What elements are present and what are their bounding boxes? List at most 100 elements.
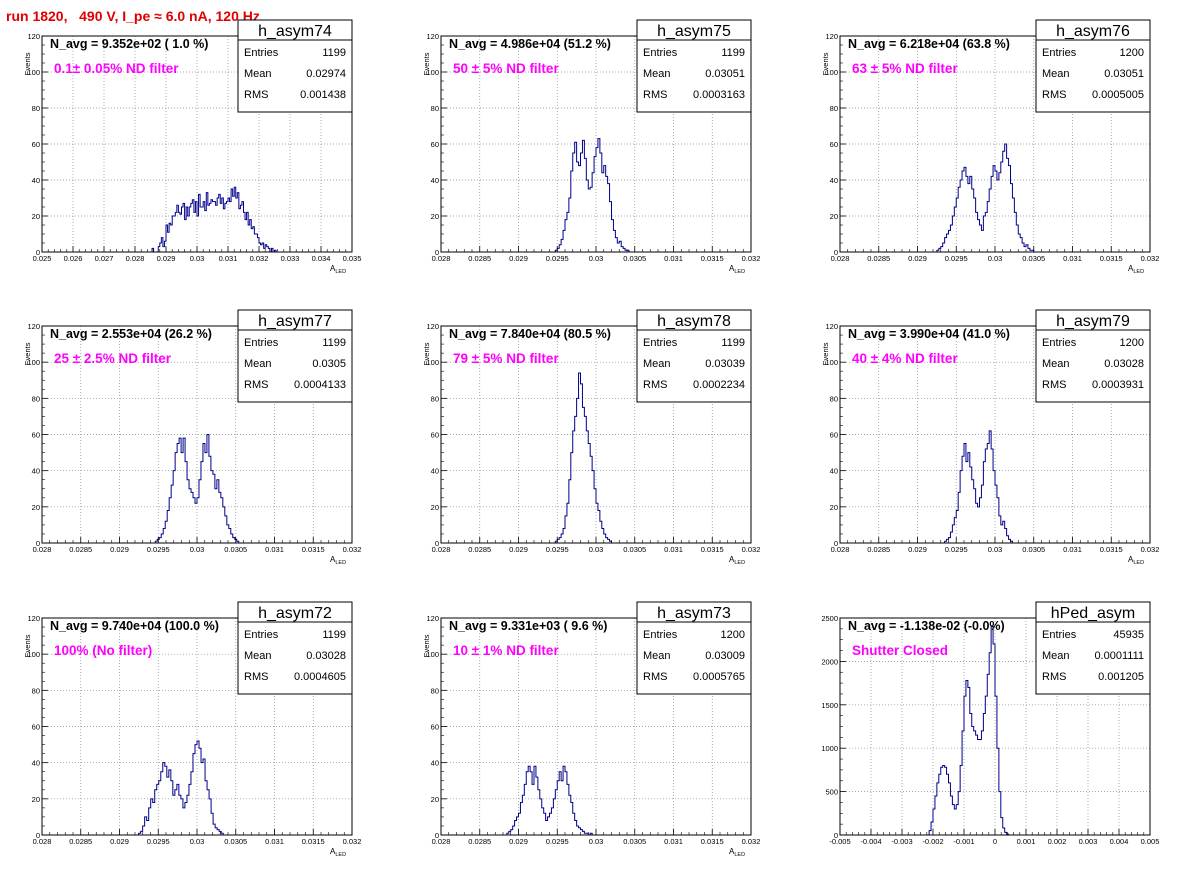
stats-box xyxy=(237,19,353,113)
x-tick-label: 0.03 xyxy=(589,837,604,846)
x-tick-label: 0.032 xyxy=(742,254,761,263)
x-tick-label: 0.0305 xyxy=(623,545,646,554)
stats-key-mean: Mean xyxy=(244,358,272,370)
y-tick-label: 500 xyxy=(825,788,838,797)
x-tick-label: 0.025 xyxy=(33,254,52,263)
filter-annotation: 63 ± 5% ND filter xyxy=(852,61,958,76)
stats-value-entries: 1199 xyxy=(322,629,346,641)
y-tick-label: 60 xyxy=(32,140,40,149)
stats-key-rms: RMS xyxy=(643,379,667,391)
y-tick-label: 20 xyxy=(830,212,838,221)
x-axis-label: ALED xyxy=(729,264,745,275)
navg-label: N_avg = 9.352e+02 ( 1.0 %) xyxy=(50,37,208,51)
stats-key-mean: Mean xyxy=(643,650,671,662)
x-tick-label: 0.0295 xyxy=(945,254,968,263)
stats-value-mean: 0.03028 xyxy=(1104,358,1144,370)
y-axis-label: Events xyxy=(422,342,431,365)
histogram-panel-h_asym75: 0.028 0.0285 0.029 0.0295 0.03 0.0305 0.031 0.0… xyxy=(422,19,761,275)
x-tick-label: 0.003 xyxy=(1079,837,1098,846)
y-tick-label: 20 xyxy=(32,212,40,221)
x-tick-label: 0.029 xyxy=(509,254,528,263)
stats-box xyxy=(1035,19,1151,113)
y-tick-label: 80 xyxy=(32,104,40,113)
stats-box xyxy=(237,601,353,695)
x-axis-label-subscript: LED xyxy=(734,852,745,858)
x-tick-label: 0.03 xyxy=(988,254,1003,263)
stats-value-rms: 0.001438 xyxy=(300,89,346,101)
y-tick-label: 0 xyxy=(435,831,439,840)
filter-annotation: 40 ± 4% ND filter xyxy=(852,351,958,366)
stats-key-rms: RMS xyxy=(643,89,667,101)
y-tick-label: 100 xyxy=(426,358,439,367)
x-tick-label: 0.03 xyxy=(589,254,604,263)
x-tick-label: 0.001 xyxy=(1017,837,1036,846)
filter-annotation: 25 ± 2.5% ND filter xyxy=(54,351,172,366)
x-tick-label: 0.005 xyxy=(1141,837,1160,846)
stats-value-rms: 0.0005765 xyxy=(693,671,745,683)
y-axis-label: Events xyxy=(422,634,431,657)
histogram-line xyxy=(42,740,352,836)
stats-key-entries: Entries xyxy=(244,337,279,349)
stats-value-entries: 1199 xyxy=(322,337,346,349)
navg-label: N_avg = 7.840e+04 (80.5 %) xyxy=(449,327,611,341)
stats-value-mean: 0.03051 xyxy=(705,68,745,80)
histogram-panel-h_asym72: 0.028 0.0285 0.029 0.0295 0.03 0.0305 0.031 0.0… xyxy=(23,601,361,858)
y-tick-label: 120 xyxy=(426,614,439,623)
stats-histogram-name: h_asym74 xyxy=(258,23,332,40)
y-axis-label: Events xyxy=(23,634,32,657)
x-tick-label: 0.028 xyxy=(33,545,52,554)
x-tick-label: 0.03 xyxy=(988,545,1003,554)
stats-key-entries: Entries xyxy=(1042,47,1077,59)
x-axis-label: ALED xyxy=(330,555,346,566)
x-tick-label: 0 xyxy=(993,837,997,846)
y-tick-label: 120 xyxy=(825,322,838,331)
y-tick-label: 60 xyxy=(830,431,838,440)
stats-key-entries: Entries xyxy=(643,337,678,349)
y-tick-label: 40 xyxy=(431,467,439,476)
x-tick-label: 0.031 xyxy=(1063,254,1082,263)
x-tick-label: -0.003 xyxy=(891,837,912,846)
y-tick-label: 40 xyxy=(32,759,40,768)
x-tick-label: 0.0305 xyxy=(1022,254,1045,263)
x-tick-label: 0.031 xyxy=(664,254,683,263)
x-tick-label: 0.0285 xyxy=(468,837,491,846)
x-axis-label-subscript: LED xyxy=(734,269,745,275)
stats-key-rms: RMS xyxy=(1042,671,1066,683)
x-tick-label: 0.031 xyxy=(664,545,683,554)
x-tick-label: -0.005 xyxy=(829,837,850,846)
y-tick-label: 120 xyxy=(825,32,838,41)
x-tick-label: 0.029 xyxy=(908,545,927,554)
stats-value-entries: 1199 xyxy=(721,47,745,59)
y-tick-label: 0 xyxy=(834,831,838,840)
x-tick-label: 0.0315 xyxy=(302,837,325,846)
x-tick-label: -0.004 xyxy=(860,837,881,846)
x-tick-label: 0.0305 xyxy=(224,837,247,846)
stats-value-entries: 1200 xyxy=(1120,47,1144,59)
x-tick-label: 0.032 xyxy=(343,545,362,554)
stats-value-entries: 1200 xyxy=(721,629,745,641)
y-tick-label: 0 xyxy=(36,831,40,840)
y-axis-label: Events xyxy=(23,342,32,365)
navg-label: N_avg = -1.138e-02 (-0.0%) xyxy=(848,619,1005,633)
x-axis-label-subscript: LED xyxy=(335,560,346,566)
histogram-line xyxy=(441,765,751,836)
y-tick-label: 100 xyxy=(27,358,40,367)
y-tick-label: 0 xyxy=(36,539,40,548)
y-tick-label: 0 xyxy=(834,539,838,548)
x-tick-label: 0.0285 xyxy=(867,254,890,263)
x-axis-label: ALED xyxy=(330,847,346,858)
x-tick-label: 0.0315 xyxy=(302,545,325,554)
y-axis-label: Events xyxy=(23,52,32,75)
x-tick-label: 0.0305 xyxy=(623,837,646,846)
stats-key-rms: RMS xyxy=(1042,89,1066,101)
x-tick-label: 0.0295 xyxy=(945,545,968,554)
filter-annotation: 79 ± 5% ND filter xyxy=(453,351,559,366)
x-tick-label: 0.032 xyxy=(742,837,761,846)
x-tick-label: 0.0315 xyxy=(701,545,724,554)
histogram-line xyxy=(840,430,1150,544)
x-tick-label: 0.0305 xyxy=(623,254,646,263)
stats-value-mean: 0.02974 xyxy=(306,68,346,80)
x-tick-label: 0.031 xyxy=(265,545,284,554)
x-tick-label: 0.002 xyxy=(1048,837,1067,846)
y-tick-label: 40 xyxy=(830,467,838,476)
